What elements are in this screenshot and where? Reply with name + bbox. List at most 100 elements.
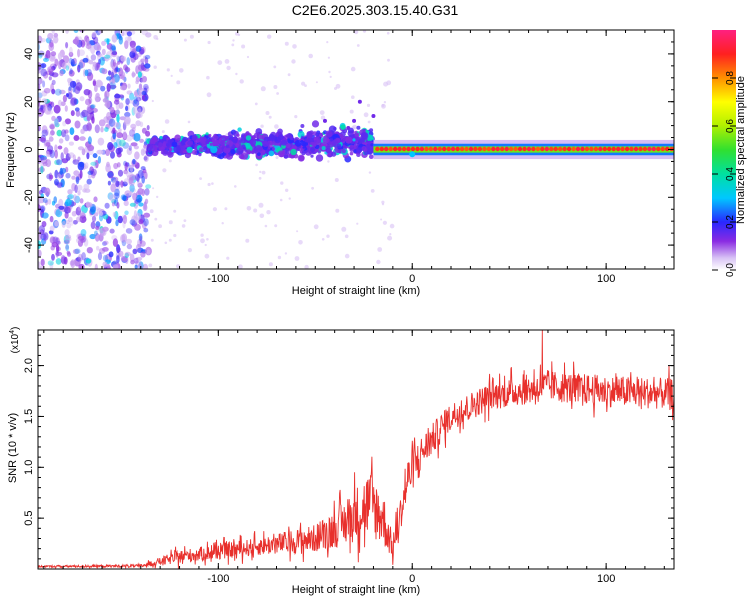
spectrogram-point: [123, 116, 131, 125]
spectrogram-point: [46, 109, 53, 115]
spectrogram-point: [60, 178, 65, 188]
spectrogram-point: [294, 140, 302, 147]
spectrogram-point: [252, 135, 256, 139]
spectrogram-point: [109, 194, 116, 202]
spectrogram-point: [45, 142, 51, 147]
spectrogram-point: [91, 215, 97, 223]
spectrogram-point: [254, 102, 258, 106]
spectrogram-ytick-label: 40: [23, 48, 35, 60]
spectrogram-point: [135, 45, 142, 52]
spectrogram-point: [89, 104, 95, 110]
spectrogram-point: [71, 175, 76, 180]
spectrogram-point: [223, 146, 231, 154]
spectrogram-point: [108, 118, 116, 127]
spectrogram-point: [85, 98, 92, 106]
spectrogram-point: [94, 232, 100, 242]
spectrogram-point: [145, 32, 152, 38]
spectrogram-point: [132, 192, 138, 201]
spectrogram-point: [81, 148, 86, 156]
spectrogram-point: [70, 58, 75, 67]
spectrogram-point: [379, 146, 384, 152]
spectrogram-point: [129, 99, 134, 104]
spectrogram-point: [93, 36, 99, 44]
spectrogram-point: [141, 90, 147, 96]
colorbar-label: Normalized spectral amplitude: [735, 76, 747, 224]
spectrogram-marks: [38, 30, 674, 269]
spectrogram-point: [128, 191, 133, 196]
spectrogram-point: [183, 219, 187, 223]
spectrogram-point: [121, 233, 128, 243]
snr-xtick-label: 0: [409, 573, 415, 585]
spectrogram-xtick-label: 0: [409, 273, 415, 285]
spectrogram-point: [544, 146, 549, 152]
spectrogram-point: [70, 259, 76, 269]
spectrogram-point: [51, 88, 56, 95]
spectrogram-point: [313, 224, 319, 230]
spectrogram-point: [102, 98, 109, 103]
spectrogram-point: [115, 180, 120, 188]
spectrogram-point: [239, 79, 244, 84]
spectrogram-point: [49, 39, 54, 48]
spectrogram-point: [153, 65, 157, 69]
spectrogram-point: [92, 64, 98, 71]
spectrogram-point: [291, 155, 295, 159]
spectrogram-point: [101, 48, 106, 56]
spectrogram-point: [132, 158, 136, 165]
spectrogram-point: [140, 251, 146, 258]
spectrogram-point: [145, 130, 151, 137]
spectrogram-point: [187, 248, 192, 253]
spectrogram-point: [107, 180, 111, 186]
colorbar-gradient: [712, 30, 736, 270]
spectrogram-point: [137, 264, 143, 269]
colorbar-axes: 0.0 0.2 0.4 0.6 0.8: [712, 71, 736, 277]
spectrogram-point: [40, 105, 44, 110]
spectrogram-point: [111, 45, 116, 51]
spectrogram-point: [204, 243, 207, 247]
spectrogram-point: [602, 146, 607, 152]
spectrogram-point: [69, 127, 75, 135]
spectrogram-point: [140, 166, 146, 171]
spectrogram-point: [237, 127, 242, 132]
spectrogram-point: [79, 136, 86, 141]
spectrogram-point: [131, 127, 136, 132]
spectrogram-point: [168, 159, 172, 163]
spectrogram-point: [114, 188, 120, 197]
spectrogram-point: [173, 209, 177, 213]
spectrogram-point: [268, 115, 272, 119]
spectrogram-point: [92, 61, 97, 67]
spectrogram-point: [315, 132, 320, 137]
spectrogram-point: [104, 57, 109, 62]
spectrogram-point: [112, 122, 120, 128]
spectrogram-point: [116, 114, 120, 123]
spectrogram-point: [50, 124, 55, 130]
spectrogram-point: [286, 147, 290, 151]
spectrogram-point: [89, 233, 96, 240]
spectrogram-point: [140, 58, 145, 63]
spectrogram-point: [38, 104, 44, 112]
spectrogram-point: [74, 36, 79, 46]
spectrogram-point: [320, 115, 326, 120]
spectrogram-point: [68, 86, 72, 91]
spectrogram-point: [419, 146, 425, 152]
spectrogram-point: [335, 208, 340, 213]
spectrogram-point: [94, 124, 100, 134]
spectrogram-point: [370, 189, 375, 193]
spectrogram-point: [103, 240, 109, 245]
spectrogram-point: [607, 146, 612, 152]
spectrogram-point: [589, 146, 594, 152]
spectrogram-point: [43, 57, 49, 63]
spectrogram-point: [355, 147, 363, 154]
spectrogram-point: [116, 132, 124, 139]
spectrogram-point: [291, 59, 296, 64]
spectrogram-point: [104, 102, 110, 107]
spectrogram-point: [356, 125, 361, 130]
spectrogram-point: [94, 230, 98, 236]
spectrogram-ytick-label: -20: [23, 189, 35, 205]
spectrogram-point: [322, 118, 327, 123]
spectrogram-point: [45, 70, 53, 75]
spectrogram-point: [397, 146, 402, 152]
spectrogram-point: [273, 65, 277, 69]
spectrogram-axes: -100 0 100 -40 -20 0 20 40: [23, 29, 674, 285]
spectrogram-point: [363, 112, 369, 118]
